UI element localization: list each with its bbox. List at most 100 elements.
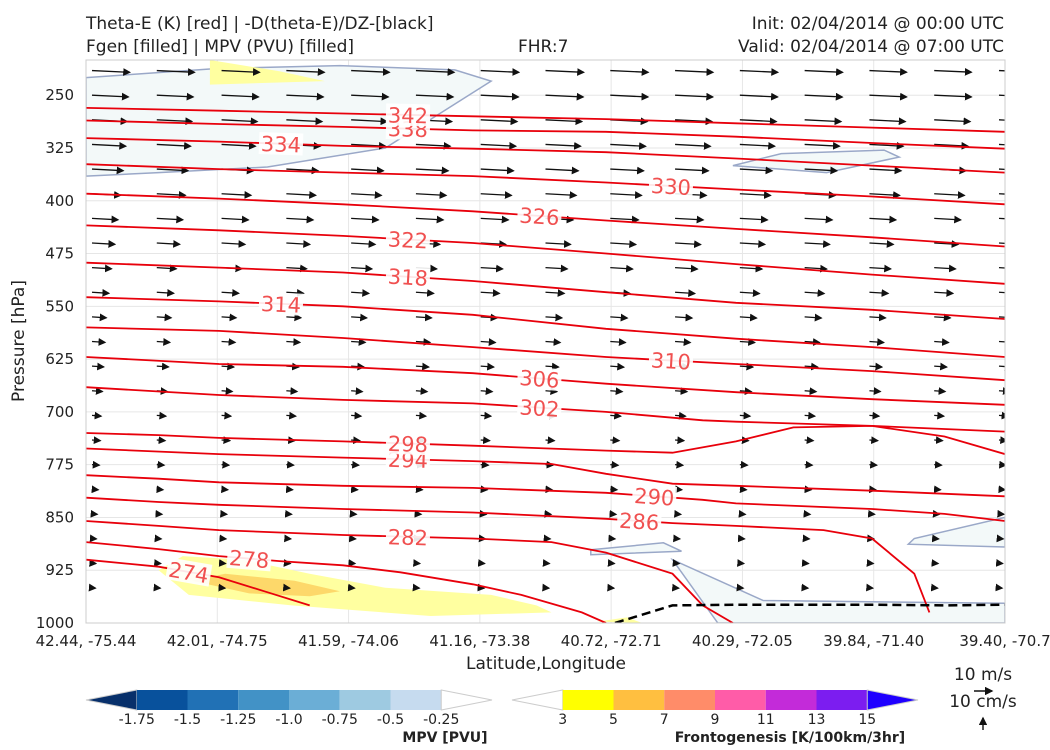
wind-vector	[934, 436, 944, 445]
wind-vector	[934, 411, 946, 420]
wind-vector	[156, 92, 195, 101]
wind-vector	[415, 338, 432, 346]
y-axis-label: Pressure [hPa]	[9, 280, 29, 402]
contour-label-bg	[516, 365, 563, 392]
contour-label-302: 302	[519, 395, 561, 421]
axis-layer: 42.44, -75.44 42.01, -74.75 41.59, -74.06 4…	[36, 86, 1050, 650]
wind-vector	[998, 387, 1005, 395]
wind-vector	[739, 313, 758, 322]
title-line-2: Fgen [filled] | MPV (PVU) [filled]	[86, 37, 355, 57]
wind-vector	[998, 436, 1005, 445]
y-tick-label: 400	[45, 192, 74, 210]
colorbar-cell	[816, 690, 868, 710]
contour-label-306: 306	[518, 366, 560, 393]
wind-vector	[221, 387, 234, 395]
colorbar-cell	[187, 690, 239, 710]
wind-vector	[545, 362, 560, 371]
x-tick-label: 42.01, -74.75	[167, 632, 268, 650]
wind-vector	[934, 313, 952, 322]
wind-vector	[415, 411, 428, 420]
wind-vector	[91, 68, 131, 76]
contour-282	[86, 520, 734, 623]
wind-vector	[998, 168, 1005, 171]
wind-vector	[610, 240, 638, 249]
wind-vector	[869, 387, 882, 395]
wind-vector	[415, 215, 445, 224]
wind-vector	[739, 191, 772, 199]
wind-vector	[675, 68, 715, 76]
x-tick-label: 39.84, -71.40	[823, 632, 924, 650]
wind-vector	[610, 142, 647, 150]
contour-label-bg	[258, 131, 304, 156]
colorbar-cell	[664, 690, 715, 710]
contour-label-342: 342	[388, 103, 429, 128]
wind-vector	[221, 117, 259, 126]
wind-vector	[91, 362, 105, 371]
x-tick-label: 40.72, -72.71	[561, 632, 662, 650]
wind-vector	[221, 215, 250, 224]
wind-vector	[351, 411, 363, 420]
contour-label-314: 314	[260, 292, 301, 318]
wind-vector	[221, 240, 247, 248]
wind-vector	[739, 117, 778, 126]
contour-label-278: 278	[228, 546, 270, 573]
x-tick-label: 39.40, -70.7	[959, 632, 1050, 650]
wind-vector	[610, 460, 620, 469]
plot-frame	[85, 59, 1006, 624]
wind-vector	[739, 68, 780, 76]
wind-vector	[91, 141, 128, 150]
colorbar-tick: 9	[711, 712, 720, 728]
wind-vector	[545, 338, 562, 346]
wind-vector	[545, 92, 585, 101]
wind-vector	[804, 485, 813, 494]
wind-vector	[934, 215, 962, 224]
contour-label-334: 334	[260, 132, 301, 157]
wind-vector	[351, 387, 364, 396]
wind-vector	[869, 68, 908, 76]
contour-314	[86, 296, 1005, 358]
wind-vector	[545, 191, 578, 199]
wind-vector	[934, 289, 955, 297]
wind-vector	[610, 166, 645, 175]
wind-vector	[91, 313, 108, 322]
wind-vector	[415, 289, 435, 297]
mpv-colorbar: -1.75 -1.5 -1.25 -1.0 -0.75 -0.5 -0.25	[85, 689, 493, 728]
wind-vector	[610, 362, 626, 371]
contour-label-bg	[385, 525, 431, 549]
colorbar-tick: 13	[808, 712, 826, 728]
wind-vector	[480, 117, 519, 126]
wind-vector	[286, 92, 325, 101]
wind-vector	[221, 141, 257, 150]
wind-vector	[610, 191, 643, 199]
wind-vector	[286, 166, 320, 175]
wind-vector	[351, 289, 371, 297]
wind-vector	[869, 166, 903, 175]
wind-vector	[545, 387, 559, 396]
contour-label-bg	[385, 227, 431, 252]
wind-vector	[804, 313, 823, 322]
wind-vector	[610, 68, 650, 76]
wind-vector	[415, 92, 455, 101]
wind-vector	[610, 485, 619, 494]
mpv-region	[590, 542, 682, 556]
wind-vector	[675, 387, 689, 396]
wind-vector	[221, 289, 240, 297]
wind-vector	[350, 485, 359, 494]
contour-302	[86, 386, 1005, 433]
wind-vector	[156, 215, 185, 224]
wind-vector	[480, 215, 510, 224]
wind-vector	[934, 338, 950, 346]
wind-vector	[675, 313, 694, 322]
wind-vector	[675, 240, 702, 249]
wind-vector	[545, 460, 555, 469]
colorbar-tick: 7	[660, 712, 669, 728]
wind-vector	[156, 485, 165, 494]
wind-vector	[286, 387, 299, 395]
wind-vector	[351, 215, 380, 224]
wind-vector	[934, 68, 973, 76]
wind-vector	[998, 316, 1005, 318]
wind-vector	[934, 387, 947, 395]
wind-vector	[610, 264, 634, 273]
wind-vector	[480, 166, 515, 175]
wind-vector	[156, 264, 178, 273]
